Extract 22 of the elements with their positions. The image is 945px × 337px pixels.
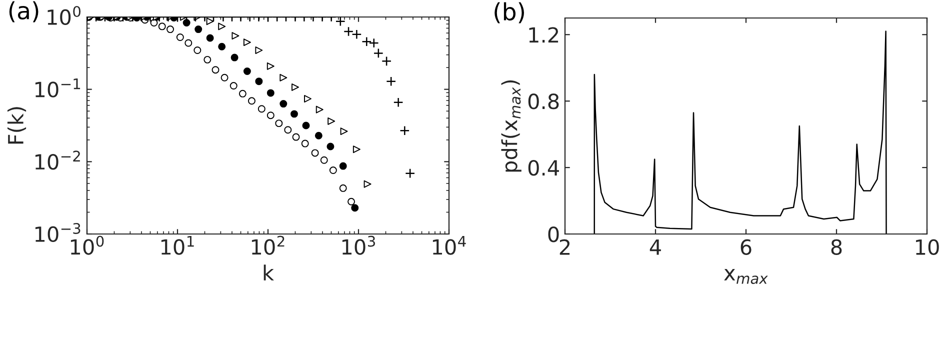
x-axis-title: x$_{max}$ (724, 268, 768, 284)
text: (b) (494, 2, 524, 24)
x-tick-label: 4 (650, 240, 661, 255)
y-tick-label: 10$^{−2}$ (35, 150, 80, 170)
x-tick-label: 6 (740, 239, 752, 255)
y-tick-label: 0.8 (528, 94, 559, 110)
y-tick-label: 0 (548, 226, 559, 242)
y-axis-title: F(k) (7, 107, 26, 144)
text: (a) (9, 1, 38, 22)
x-tick-label: 10 (916, 239, 939, 255)
y-tick-label: 0.4 (528, 160, 559, 176)
x-tick-label: 10$^{4}$ (432, 236, 466, 255)
x-tick-label: 8 (831, 239, 842, 255)
y-axis-title: pdf(x$_{max}$) (501, 80, 522, 172)
y-tick-label: 10$^{−1}$ (35, 78, 80, 98)
y-tick-label: 1.2 (529, 27, 558, 43)
x-tick-label: 10$^{2}$ (252, 236, 284, 255)
x-axis-title: k (264, 264, 274, 280)
x-tick-label: 10$^{1}$ (161, 236, 194, 255)
x-tick-label: 10$^{3}$ (342, 236, 375, 255)
x-tick-label: 2 (560, 239, 570, 255)
y-tick-label: 10$^{0}$ (48, 6, 80, 26)
